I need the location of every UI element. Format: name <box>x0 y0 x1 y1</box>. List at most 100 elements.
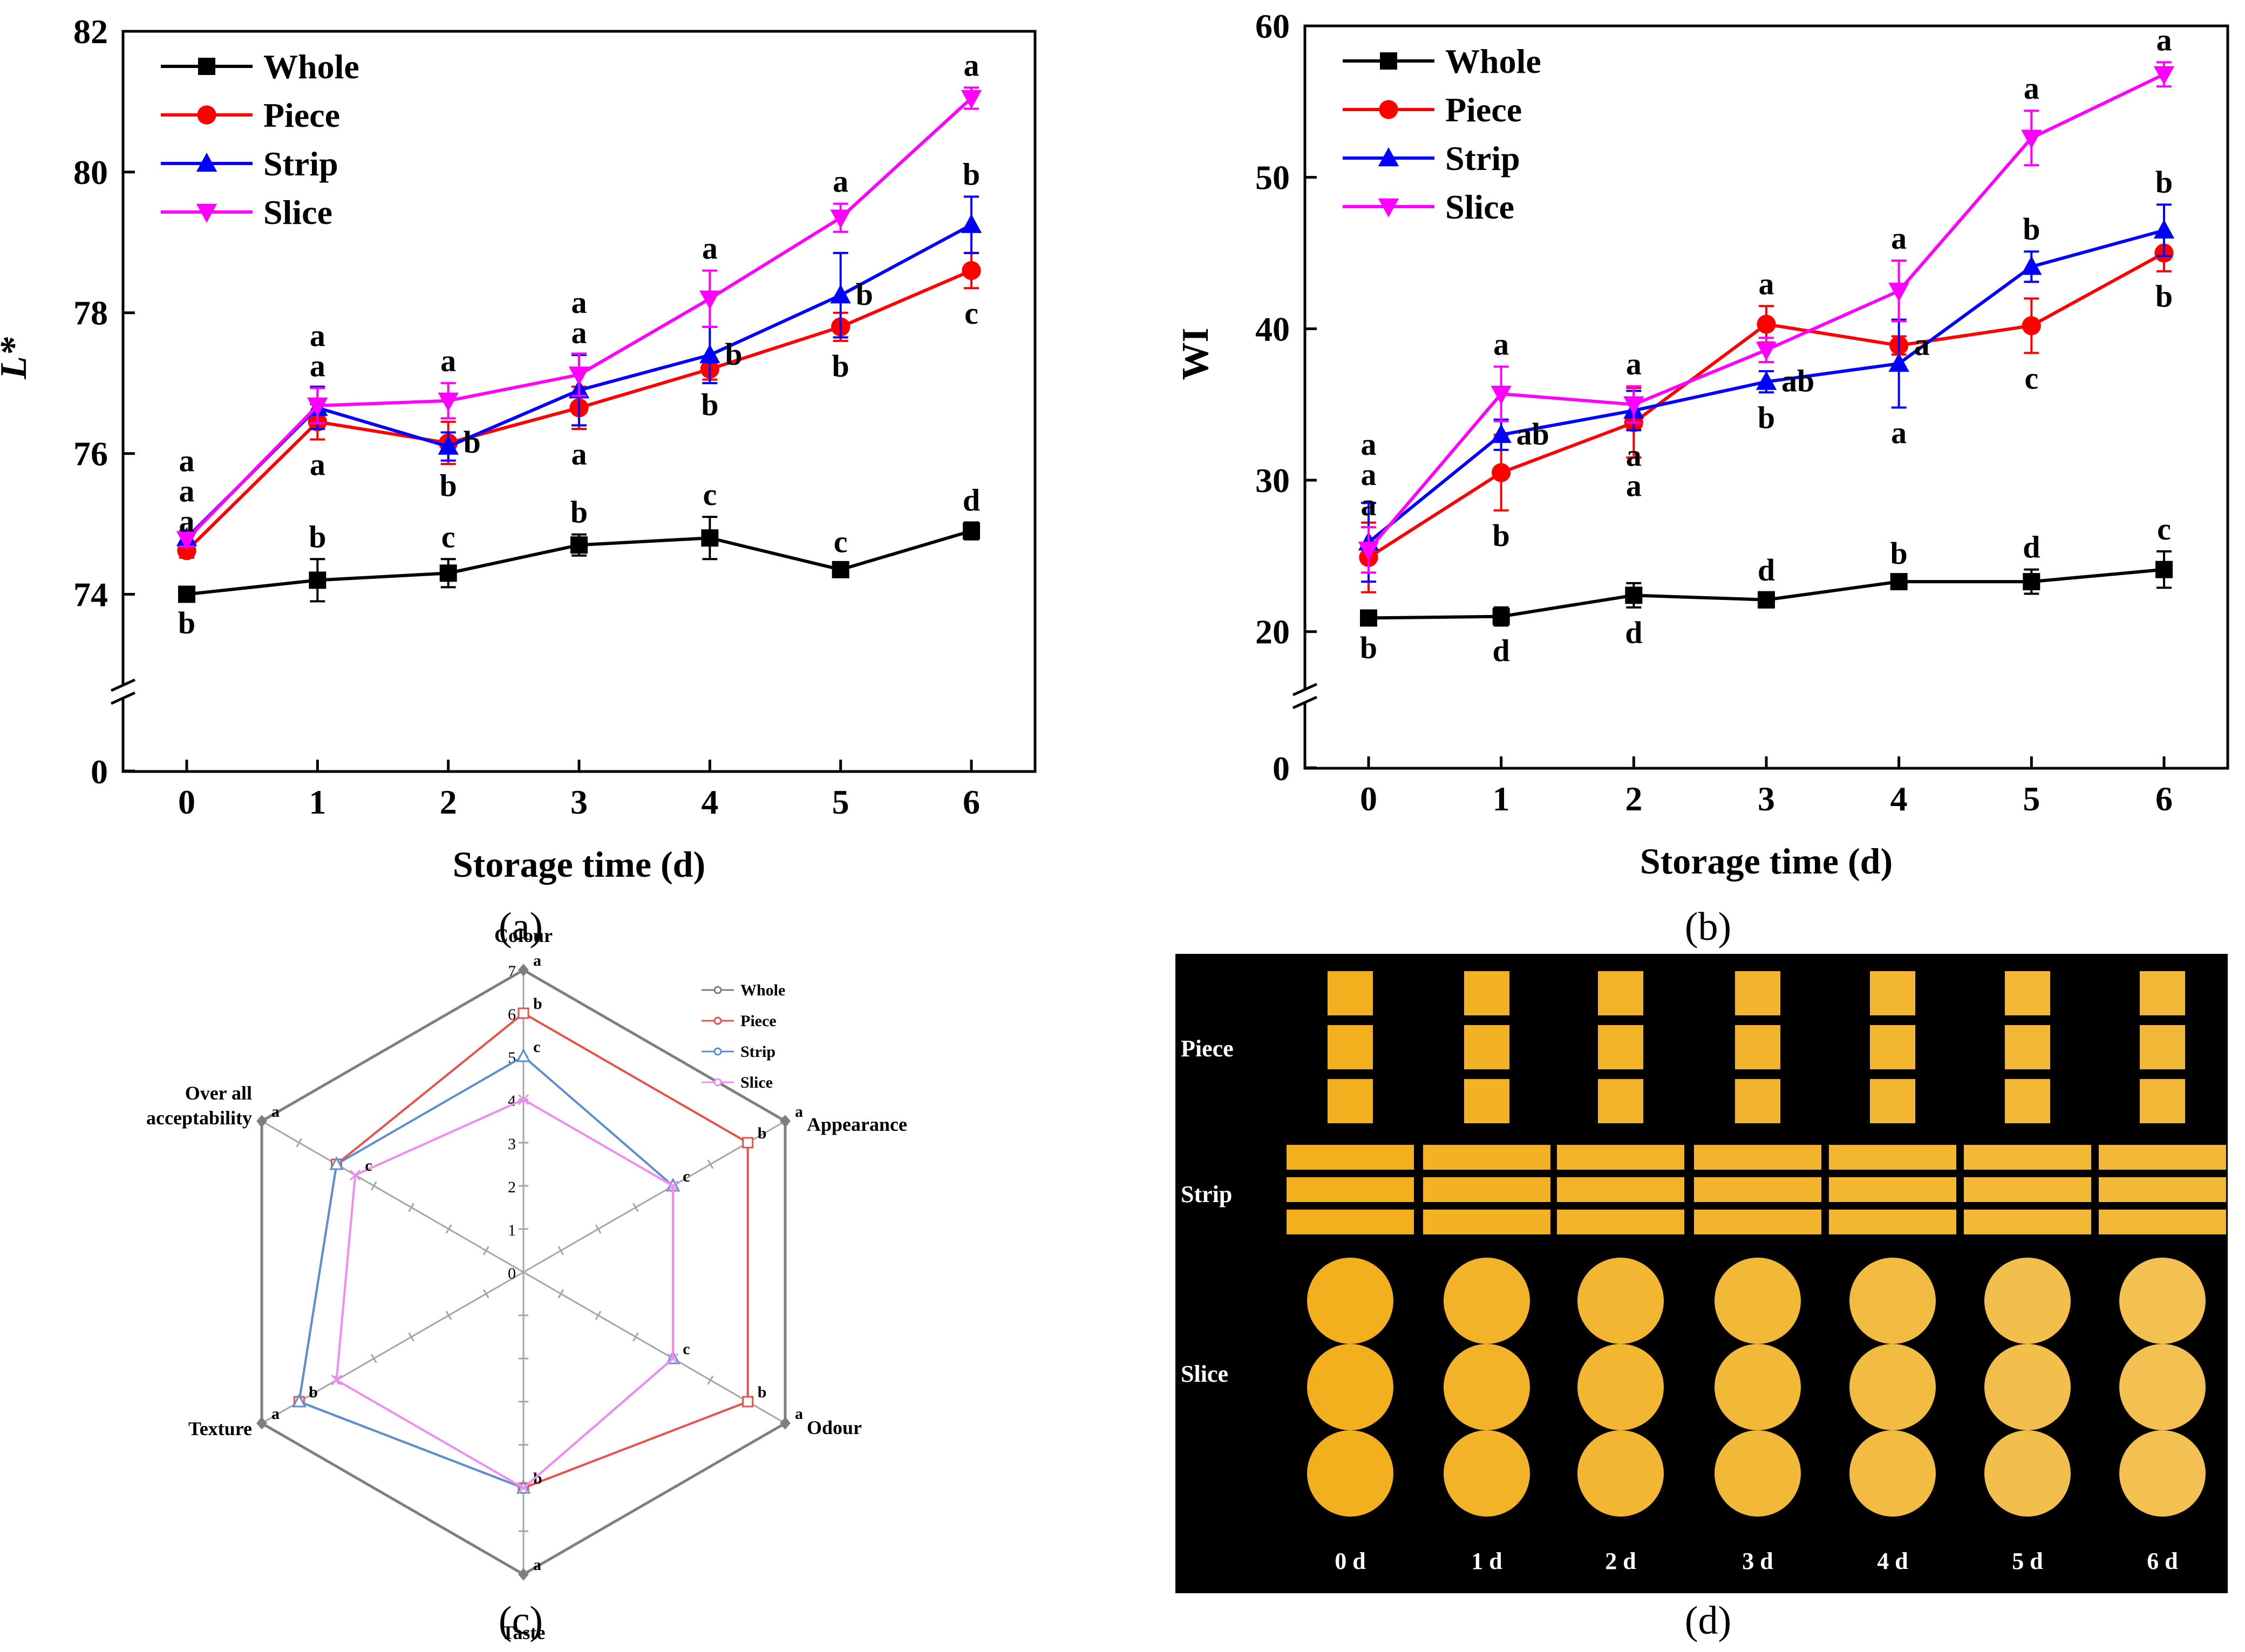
legend-label-whole: Whole <box>263 47 359 86</box>
point-slice <box>2021 129 2042 149</box>
significance-letter: a <box>179 443 195 479</box>
significance-letter: a <box>1626 346 1642 381</box>
piece-sample <box>2005 971 2050 1015</box>
legend-label-slice: Slice <box>263 193 332 231</box>
axis-break-mark <box>110 691 136 705</box>
significance-letter: d <box>1625 615 1642 650</box>
x-tick-label: 6 <box>963 783 980 821</box>
piece-sample <box>1328 1079 1373 1123</box>
radar-point <box>780 1115 791 1128</box>
radar-point <box>518 964 529 977</box>
point-whole <box>832 561 849 578</box>
legend-label-strip: Strip <box>263 145 338 183</box>
radar-legend-label: Slice <box>740 1074 773 1091</box>
y-tick-label: 74 <box>73 575 108 613</box>
slice-sample <box>1444 1258 1530 1344</box>
radar-legend-label: Strip <box>740 1043 775 1061</box>
strip-sample <box>1829 1177 1956 1202</box>
x-tick-label: 3 <box>570 783 588 821</box>
slice-sample <box>2119 1258 2206 1344</box>
radar-legend-label: Whole <box>740 981 785 999</box>
piece-sample <box>1598 1025 1643 1069</box>
panel-label-c: (c) <box>499 1599 543 1643</box>
photo-day-label: 3 d <box>1742 1548 1773 1574</box>
significance-letter: a <box>2024 71 2039 106</box>
radar-significance-letter: a <box>271 1405 280 1423</box>
panel-label-d: (d) <box>1685 1599 1731 1643</box>
significance-letter: a <box>1361 427 1377 462</box>
significance-letter: c <box>964 296 978 331</box>
piece-sample <box>2005 1025 2050 1069</box>
radar-legend-marker <box>713 1078 722 1087</box>
point-strip <box>438 435 459 455</box>
photo-row-label-piece: Piece <box>1181 1035 1234 1062</box>
x-axis-title: Storage time (d) <box>1640 841 1893 882</box>
radar-point <box>668 1353 679 1364</box>
significance-letter: d <box>963 482 980 517</box>
slice-sample <box>1849 1344 1936 1430</box>
legend-marker <box>1378 198 1399 217</box>
piece-sample <box>2140 1079 2185 1123</box>
strip-sample <box>1287 1210 1414 1234</box>
photo-row-label-slice: Slice <box>1181 1361 1228 1387</box>
point-whole <box>178 585 195 603</box>
point-whole <box>1360 609 1377 627</box>
radar-significance-letter: b <box>758 1383 767 1401</box>
slice-sample <box>1715 1258 1801 1344</box>
radar-significance-letter: a <box>795 1103 803 1121</box>
point-whole <box>439 564 457 582</box>
radar-significance-letter: c <box>365 1157 372 1175</box>
strip-sample <box>1423 1145 1550 1170</box>
legend-marker <box>197 105 216 125</box>
piece-sample <box>2140 1025 2185 1069</box>
radar-scale-label: 6 <box>508 1006 516 1023</box>
photo-row-label-strip: Strip <box>1181 1181 1232 1207</box>
piece-sample <box>1870 1025 1915 1069</box>
legend-label-slice: Slice <box>1445 188 1514 226</box>
x-tick-label: 5 <box>2023 780 2040 818</box>
radar-scale-label: 2 <box>508 1178 516 1196</box>
slice-sample <box>1577 1430 1664 1517</box>
radar-axis-label: Taste <box>502 1622 546 1643</box>
point-whole <box>1758 591 1775 609</box>
significance-letter: b <box>1493 518 1510 553</box>
radar-tick <box>371 1181 377 1191</box>
slice-sample <box>1577 1258 1664 1344</box>
slice-sample <box>1577 1344 1664 1430</box>
legend-marker <box>198 58 215 75</box>
point-piece <box>1757 315 1776 334</box>
significance-letter: d <box>2023 530 2040 565</box>
radar-legend-marker <box>713 1016 722 1025</box>
x-tick-label: 0 <box>178 783 195 821</box>
y-tick-label-zero: 0 <box>91 753 108 791</box>
photo-d-samples: Piece Strip Slice 0 d 1 d 2 d 3 d 4 d 5 d 6 d <box>1175 954 2228 1593</box>
panel-label-a: (a) <box>499 905 543 949</box>
radar-significance-letter: a <box>795 1405 803 1423</box>
radar-point <box>742 1396 754 1408</box>
point-slice <box>1623 396 1644 415</box>
strip-sample <box>1694 1145 1821 1170</box>
radar-significance-letter: a <box>271 1103 280 1121</box>
slice-sample <box>1984 1430 2071 1517</box>
radar-point <box>518 1007 529 1019</box>
radar-point <box>518 1482 529 1494</box>
piece-sample <box>2140 971 2185 1015</box>
x-tick-label: 2 <box>1625 780 1642 818</box>
piece-sample <box>1735 1025 1780 1069</box>
radar-tick <box>445 1224 452 1234</box>
significance-letter: b <box>570 495 588 530</box>
radar-point <box>256 1115 267 1128</box>
significance-letter: a <box>179 504 195 539</box>
x-tick-label: 4 <box>1890 780 1908 818</box>
radar-significance-letter: a <box>533 1556 541 1574</box>
significance-letter: a <box>1759 266 1774 301</box>
y-tick-label: 82 <box>73 12 108 51</box>
point-slice <box>699 290 720 310</box>
point-whole <box>701 529 719 547</box>
x-tick-label: 6 <box>2155 780 2173 818</box>
significance-letter: a <box>1493 327 1509 362</box>
significance-letter: a <box>1361 487 1377 522</box>
slice-sample <box>1984 1258 2071 1344</box>
radar-point <box>256 1417 267 1430</box>
